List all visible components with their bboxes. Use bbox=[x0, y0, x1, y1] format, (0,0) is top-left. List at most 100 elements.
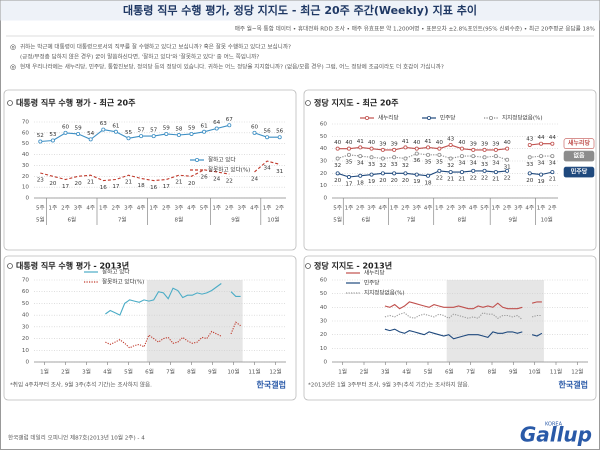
data-label: 43 bbox=[447, 136, 455, 142]
marker bbox=[550, 141, 555, 146]
marker bbox=[482, 147, 487, 152]
data-label: 32 bbox=[379, 163, 386, 169]
data-label: 39 bbox=[481, 141, 489, 147]
data-label: 33 bbox=[526, 162, 534, 168]
month-label: 7월 bbox=[407, 216, 416, 224]
x-tick-label: 1주 bbox=[435, 205, 444, 212]
x-tick-label: 4주 bbox=[525, 205, 534, 212]
data-label: 22 bbox=[470, 175, 477, 181]
x-tick-label: 2주 bbox=[401, 205, 410, 212]
legend-label: 잘못하고 있다(%) bbox=[102, 278, 144, 286]
data-label: 40 bbox=[345, 140, 353, 146]
marker bbox=[392, 147, 397, 152]
legend-label: 지지정당없음(%) bbox=[502, 114, 543, 122]
marker bbox=[539, 154, 544, 159]
legend-label: 지지정당없음(%) bbox=[364, 289, 405, 297]
x-tick-label: 1주 bbox=[149, 205, 158, 212]
marker bbox=[448, 156, 453, 161]
x-tick-label: 11월 bbox=[550, 368, 562, 376]
x-tick-label: 4주 bbox=[137, 205, 146, 212]
marker bbox=[539, 172, 544, 177]
title-icon bbox=[305, 100, 311, 106]
data-label: 53 bbox=[49, 132, 57, 138]
marker bbox=[164, 131, 169, 136]
data-label: 21 bbox=[549, 177, 557, 183]
legend-marker bbox=[488, 116, 493, 121]
x-tick-label: 3주 bbox=[412, 205, 421, 212]
marker bbox=[437, 168, 442, 173]
x-tick-label: 4주 bbox=[250, 205, 259, 212]
data-label: 39 bbox=[492, 141, 500, 147]
marker bbox=[113, 129, 118, 134]
legend-label: 새누리당 bbox=[378, 114, 399, 122]
x-tick-label: 3월 bbox=[82, 368, 91, 376]
marker bbox=[189, 131, 194, 136]
y-tick-label: 70 bbox=[22, 278, 30, 284]
x-tick-label: 1주 bbox=[99, 205, 108, 212]
marker bbox=[139, 134, 144, 139]
data-label: 20 bbox=[334, 178, 342, 184]
data-label: 20 bbox=[49, 181, 57, 187]
x-tick-label: 3주 bbox=[74, 205, 83, 212]
marker bbox=[437, 152, 442, 157]
marker bbox=[126, 136, 131, 141]
chart-title: 정당 지지도 - 2013년 bbox=[314, 261, 392, 271]
marker bbox=[151, 134, 156, 139]
y-tick-label: 30 bbox=[320, 319, 328, 325]
x-tick-label: 2주 bbox=[503, 205, 512, 212]
x-tick-label: 1주 bbox=[390, 205, 399, 212]
data-label: 34 bbox=[264, 166, 272, 172]
data-label: 21 bbox=[492, 177, 500, 183]
x-tick-label: 1주 bbox=[537, 205, 546, 212]
end-label: 새누리당 bbox=[568, 139, 591, 147]
data-label: 17 bbox=[112, 184, 120, 190]
marker bbox=[505, 157, 510, 162]
month-label: 10월 bbox=[541, 216, 553, 224]
end-label-badge bbox=[563, 150, 595, 162]
x-tick-label: 3주 bbox=[458, 205, 467, 212]
data-label: 17 bbox=[163, 184, 171, 190]
data-label: 22 bbox=[436, 175, 443, 181]
marker bbox=[403, 145, 408, 150]
y-tick-label: 20 bbox=[22, 174, 30, 180]
legend-label: 잘하고 있다 bbox=[208, 156, 236, 164]
data-label: 22 bbox=[226, 179, 233, 185]
data-label: 18 bbox=[424, 180, 432, 186]
data-label: 17 bbox=[62, 184, 70, 190]
marker bbox=[426, 145, 431, 150]
x-tick-label: 6월 bbox=[145, 368, 154, 376]
month-label: 7월 bbox=[118, 216, 127, 224]
y-tick-label: 30 bbox=[22, 324, 30, 330]
question: 귀하는 박근혜 대통령이 대통령으로서의 직무를 잘 수행하고 있다고 보십니까… bbox=[20, 43, 291, 51]
data-label: 44 bbox=[537, 135, 545, 141]
data-label: 36 bbox=[413, 158, 421, 164]
question: (긍정/부정층 답하지 않은 경우) 굳이 말씀하신다면, '잘하고 있다'와 … bbox=[20, 53, 259, 61]
series-line bbox=[40, 160, 280, 182]
marker bbox=[459, 154, 464, 159]
marker bbox=[76, 131, 81, 136]
marker bbox=[358, 173, 363, 178]
marker bbox=[88, 137, 93, 142]
marker bbox=[50, 138, 55, 143]
marker bbox=[227, 123, 232, 128]
y-tick-label: 60 bbox=[320, 122, 328, 128]
data-label: 21 bbox=[87, 180, 95, 186]
marker bbox=[505, 146, 510, 151]
x-tick-label: 2주 bbox=[356, 205, 365, 212]
x-tick-label: 1주 bbox=[263, 205, 272, 212]
data-label: 21 bbox=[175, 180, 183, 186]
data-label: 23 bbox=[37, 178, 45, 184]
data-label: 31 bbox=[504, 164, 512, 170]
marker bbox=[335, 156, 340, 161]
x-tick-label: 9월 bbox=[509, 368, 518, 376]
data-label: 57 bbox=[138, 128, 146, 134]
data-label: 59 bbox=[75, 125, 83, 131]
data-label: 40 bbox=[458, 140, 466, 146]
y-tick-label: 50 bbox=[22, 301, 30, 307]
data-label: 17 bbox=[345, 182, 353, 188]
y-tick-label: 0 bbox=[25, 360, 29, 366]
data-label: 34 bbox=[458, 161, 466, 167]
panel bbox=[3, 255, 297, 401]
marker bbox=[358, 154, 363, 159]
chart-title: 대통령 직무 수행 평가 - 최근 20주 bbox=[16, 98, 136, 108]
